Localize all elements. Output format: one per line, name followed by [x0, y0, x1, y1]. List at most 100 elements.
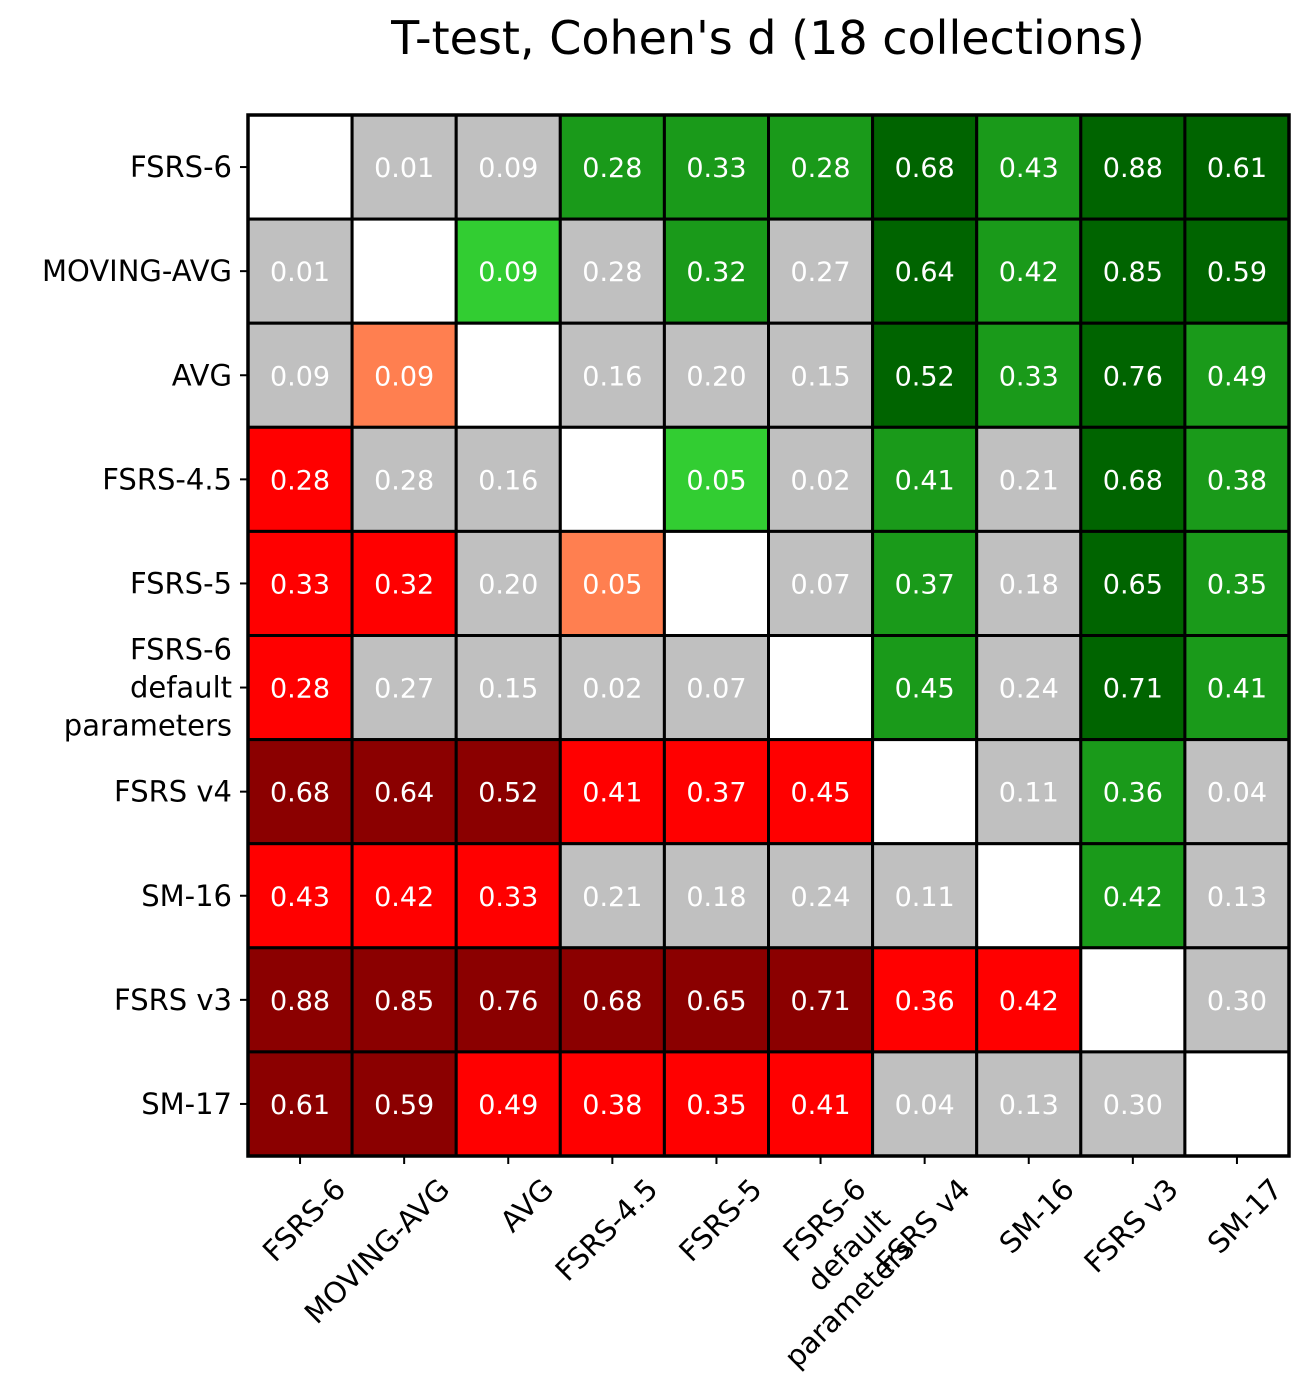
- cell-value-label: 0.04: [895, 1090, 955, 1121]
- cell-value-label: 0.52: [895, 361, 955, 392]
- heatmap-cell-r3-c0: [246, 425, 354, 533]
- cell-value-label: 0.01: [270, 257, 330, 288]
- cell-value-label: 0.85: [1103, 257, 1163, 288]
- cell-value-label: 0.13: [1207, 882, 1267, 913]
- heatmap-cell-r2-c1: [350, 321, 458, 429]
- heatmap-cell-r0-c0: [246, 113, 354, 221]
- heatmap-cell-r7-c5: [767, 842, 875, 950]
- cell-value-label: 0.38: [1207, 465, 1267, 496]
- heatmap-cell-r7-c9: [1183, 842, 1291, 950]
- cell-value-label: 0.35: [686, 1090, 746, 1121]
- cell-value-label: 0.18: [686, 882, 746, 913]
- y-tick-label: FSRS v3: [114, 983, 232, 1017]
- heatmap-cell-r6-c7: [975, 738, 1083, 846]
- cell-value-label: 0.18: [999, 569, 1059, 600]
- heatmap-cell-r2-c3: [558, 321, 666, 429]
- cell-value-label: 0.59: [1207, 257, 1267, 288]
- cell-value-label: 0.42: [999, 257, 1059, 288]
- cell-value-label: 0.28: [582, 153, 642, 184]
- heatmap-cell-r5-c0: [246, 634, 354, 742]
- heatmap-cell-r8-c2: [454, 946, 562, 1054]
- heatmap-cell-r0-c2: [454, 113, 562, 221]
- cell-value-label: 0.20: [478, 569, 538, 600]
- heatmap-cell-r5-c9: [1183, 634, 1291, 742]
- heatmap-cell-r9-c7: [975, 1050, 1083, 1158]
- y-tick-label: SM-16: [141, 879, 232, 913]
- cell-value-label: 0.33: [686, 153, 746, 184]
- cell-value-label: 0.37: [895, 569, 955, 600]
- cell-value-label: 0.05: [686, 465, 746, 496]
- heatmap-cell-r4-c4: [662, 529, 771, 638]
- cell-value-label: 0.41: [1207, 674, 1267, 705]
- cell-value-label: 0.30: [1103, 1090, 1163, 1121]
- heatmap-cell-r5-c6: [871, 634, 979, 742]
- cell-value-label: 0.64: [895, 257, 955, 288]
- cell-value-label: 0.35: [1207, 569, 1267, 600]
- svg-text:SM-16: SM-16: [993, 1172, 1081, 1260]
- heatmap-cell-r8-c5: [767, 946, 875, 1054]
- cell-value-label: 0.20: [686, 361, 746, 392]
- y-tick-label: FSRS-5: [130, 566, 232, 600]
- heatmap-cell-r1-c7: [975, 217, 1083, 325]
- heatmap-cell-r9-c3: [558, 1050, 666, 1158]
- heatmap-cell-r8-c8: [1079, 946, 1187, 1054]
- heatmap-cell-r5-c4: [662, 634, 771, 742]
- cell-value-label: 0.05: [582, 569, 642, 600]
- cell-value-label: 0.33: [478, 882, 538, 913]
- heatmap-cell-r8-c3: [558, 946, 666, 1054]
- cell-value-label: 0.38: [582, 1090, 642, 1121]
- svg-text:FSRS-6: FSRS-6: [256, 1172, 352, 1268]
- cell-value-label: 0.28: [790, 153, 850, 184]
- cell-value-label: 0.02: [582, 674, 642, 705]
- heatmap-cell-r8-c9: [1183, 946, 1291, 1054]
- cell-value-label: 0.09: [478, 153, 538, 184]
- cell-value-label: 0.42: [999, 986, 1059, 1017]
- cell-value-label: 0.07: [790, 569, 850, 600]
- heatmap-cell-r7-c4: [662, 842, 771, 950]
- cell-value-label: 0.36: [895, 986, 955, 1017]
- heatmap-cell-r7-c3: [558, 842, 666, 950]
- heatmap-cell-r2-c4: [662, 321, 771, 429]
- cell-value-label: 0.21: [582, 882, 642, 913]
- y-tick-label: MOVING-AVG: [42, 254, 232, 288]
- cell-value-label: 0.04: [1207, 778, 1267, 809]
- cell-value-label: 0.24: [999, 674, 1059, 705]
- cell-value-label: 0.09: [478, 257, 538, 288]
- cell-value-label: 0.28: [270, 465, 330, 496]
- x-tick-label: SM-16: [993, 1172, 1081, 1260]
- cell-value-label: 0.28: [582, 257, 642, 288]
- cell-value-label: 0.68: [582, 986, 642, 1017]
- cell-value-label: 0.33: [270, 569, 330, 600]
- cell-value-label: 0.02: [790, 465, 850, 496]
- x-tick-label: FSRS-4.5: [549, 1172, 665, 1288]
- cell-value-label: 0.11: [895, 882, 955, 913]
- cell-value-label: 0.15: [478, 674, 538, 705]
- heatmap-cell-r8-c4: [662, 946, 771, 1054]
- cell-value-label: 0.11: [999, 778, 1059, 809]
- heatmap-cell-r7-c0: [246, 842, 354, 950]
- cell-value-label: 0.07: [686, 674, 746, 705]
- cell-value-label: 0.64: [374, 778, 434, 809]
- heatmap-cell-r6-c6: [871, 738, 979, 846]
- cell-value-label: 0.61: [270, 1090, 330, 1121]
- cell-value-label: 0.24: [790, 882, 850, 913]
- cell-value-label: 0.27: [374, 674, 434, 705]
- heatmap-cell-r6-c4: [662, 738, 771, 846]
- x-tick-label: AVG: [494, 1172, 561, 1239]
- svg-text:FSRS v3: FSRS v3: [1077, 1172, 1184, 1279]
- heatmap-cell-r2-c5: [767, 321, 875, 429]
- heatmap-cell-r5-c2: [454, 634, 562, 742]
- heatmap-cell-r3-c9: [1183, 425, 1291, 533]
- heatmap-cell-r0-c6: [871, 113, 979, 221]
- y-tick-label: FSRS-6: [130, 150, 232, 184]
- cell-value-label: 0.45: [790, 778, 850, 809]
- cell-value-label: 0.37: [686, 778, 746, 809]
- heatmap-cell-r3-c1: [350, 425, 458, 533]
- cell-value-label: 0.42: [374, 882, 434, 913]
- cell-value-label: 0.28: [374, 465, 434, 496]
- cell-value-label: 0.36: [1103, 778, 1163, 809]
- cell-value-label: 0.68: [270, 778, 330, 809]
- y-tick-label: FSRS-4.5: [102, 462, 232, 496]
